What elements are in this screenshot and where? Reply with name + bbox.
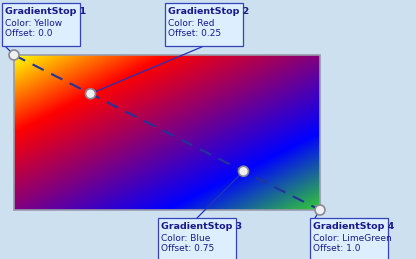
Circle shape bbox=[86, 89, 96, 99]
Text: Color: Yellow
Offset: 0.0: Color: Yellow Offset: 0.0 bbox=[5, 19, 62, 38]
Text: Color: Blue
Offset: 0.75: Color: Blue Offset: 0.75 bbox=[161, 234, 214, 253]
Text: GradientStop 3: GradientStop 3 bbox=[161, 222, 242, 231]
Text: GradientStop 1: GradientStop 1 bbox=[5, 7, 86, 16]
Text: Color: Red
Offset: 0.25: Color: Red Offset: 0.25 bbox=[168, 19, 221, 38]
Bar bbox=[14, 55, 320, 210]
Text: GradientStop 2: GradientStop 2 bbox=[168, 7, 249, 16]
FancyBboxPatch shape bbox=[165, 3, 243, 46]
Text: GradientStop 4: GradientStop 4 bbox=[313, 222, 394, 231]
FancyBboxPatch shape bbox=[2, 3, 80, 46]
FancyBboxPatch shape bbox=[310, 218, 388, 259]
Circle shape bbox=[9, 50, 19, 60]
Circle shape bbox=[315, 205, 325, 215]
Text: Color: LimeGreen
Offset: 1.0: Color: LimeGreen Offset: 1.0 bbox=[313, 234, 392, 253]
FancyBboxPatch shape bbox=[158, 218, 236, 259]
Circle shape bbox=[238, 166, 248, 176]
